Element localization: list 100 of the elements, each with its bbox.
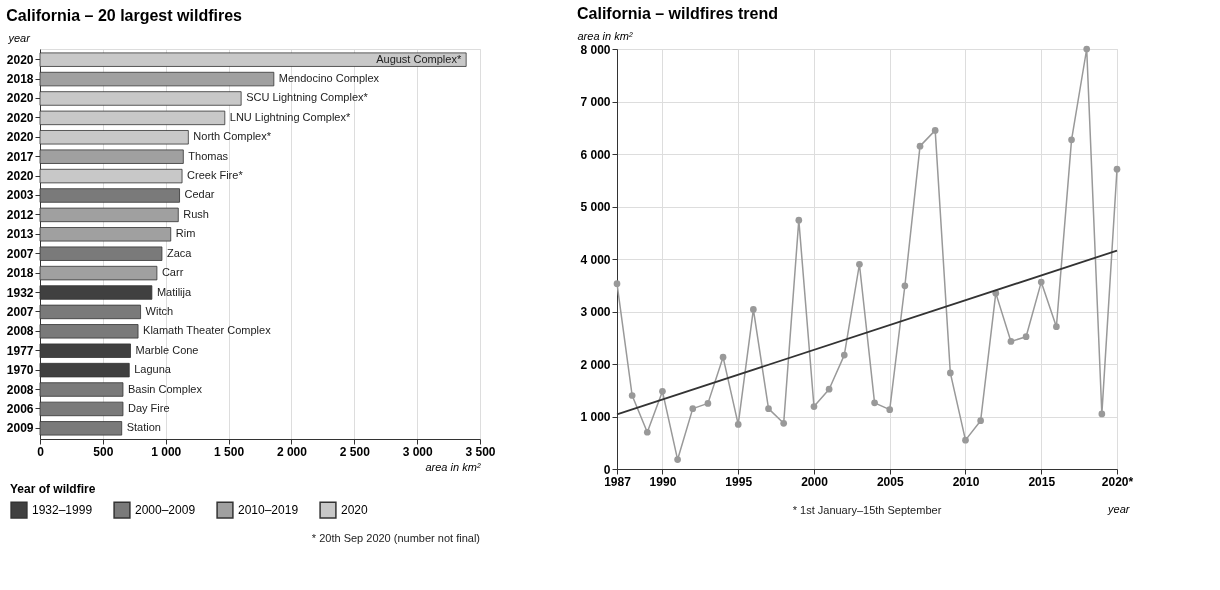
data-label: Laguna [134,363,172,376]
y-tick-label: 2018 [6,266,34,281]
legend-label: 2010–2019 [238,503,299,518]
point [1007,338,1015,345]
y-tick-label: 2012 [6,207,34,222]
data-label: Zaca [166,246,193,259]
data-label: Carr [161,266,184,279]
point [825,385,833,393]
data-label: Rim [175,227,196,240]
legend-label: 1932–1999 [32,503,93,518]
x-tick-label: 3 000 [402,444,433,459]
point [750,306,757,313]
point [1037,278,1045,286]
y-tick-label: 2007 [6,304,34,319]
x-tick-label: 500 [93,444,114,459]
x-tick-label: 0 [37,444,45,459]
x-tick-label: 2010 [952,474,980,489]
x-tick-label: 1990 [649,474,677,489]
y-tick-label: 2008 [6,382,34,397]
x-axis-title: year [1107,502,1131,515]
data-label: August Complex* [376,52,462,65]
point [674,456,681,463]
y-axis-title: year [7,31,32,44]
data-label: SCU Lightning Complex* [246,91,369,104]
point [659,387,666,395]
y-tick-label: 2017 [6,149,34,164]
x-tick-label: 2 000 [276,444,308,459]
x-tick-label: 2000 [801,474,829,489]
y-tick-label: 1970 [6,363,34,378]
y-tick-label: 3 000 [580,305,611,319]
data-label: Day Fire [127,401,170,414]
data-label: Witch [145,304,174,317]
data-label: Creek Fire* [187,169,244,182]
data-label: Thomas [188,149,229,162]
y-tick-label: 2020 [6,169,34,184]
point [628,392,636,399]
point [901,282,909,290]
y-tick-label: 2007 [6,246,34,261]
y-tick-label: 1977 [6,343,34,358]
point [931,127,939,134]
y-tick-label: 2009 [6,421,34,436]
point [1068,136,1075,144]
y-tick-label: 2020 [6,110,34,125]
data-label: Station [126,421,161,434]
point [977,417,984,425]
point [840,351,848,359]
point [689,405,697,412]
text: * 1st January–15th September [792,504,942,516]
point [916,142,924,150]
y-tick-label: 2 000 [580,357,611,372]
y-tick-label: 2003 [6,188,34,203]
x-tick-label: 2020* [1101,474,1134,489]
data-label: Cedar [184,188,215,201]
y-tick-label: 2008 [6,324,34,339]
point [795,216,803,224]
point [1053,323,1060,331]
legend-label: 2000–2009 [135,503,196,518]
data-label: Matilija [156,285,192,298]
y-tick-label: 2006 [6,401,34,416]
x-tick-label: 3 500 [465,444,496,459]
point [871,399,878,407]
y-axis-title: area in km² [577,29,633,42]
y-tick-label: 7 000 [580,95,611,109]
x-tick-label: 1 500 [214,444,245,459]
chart-title: California – wildfires trend [577,5,778,22]
point [856,260,863,268]
y-tick-label: 2013 [6,227,34,242]
x-tick-label: 2015 [1028,474,1056,489]
y-tick-label: 2020 [6,91,34,106]
y-tick-label: 8 000 [580,42,611,57]
x-tick-label: 1 000 [151,444,182,459]
y-tick-label: 1 000 [580,410,611,424]
point [962,436,969,444]
point [780,419,788,427]
point [1113,165,1121,173]
text: * 20th Sep 2020 (number not final) [311,532,480,544]
point [1083,45,1091,53]
chart-title: California – 20 largest wildfires [6,7,243,24]
point [643,428,651,436]
point [613,280,621,288]
y-tick-label: 4 000 [580,252,611,267]
data-label: Klamath Theater Complex [143,324,272,337]
data-label: LNU Lightning Complex* [229,110,351,123]
point [810,403,818,410]
y-tick-label: 2018 [6,72,34,87]
data-label: Rush [183,207,209,220]
point [946,369,954,377]
y-tick-label: 0 [603,462,611,477]
x-tick-label: 2 500 [339,444,371,459]
point [719,353,727,361]
data-label: North Complex* [193,130,272,143]
legend-title: Year of wildfire [10,482,96,496]
point [704,400,712,407]
data-label: Marble Cone [135,343,199,356]
data-label: Mendocino Complex [278,72,380,85]
legend-label: 2020 [341,503,369,518]
point [886,406,894,414]
point [1098,410,1106,418]
point [734,421,742,428]
y-tick-label: 5 000 [580,200,611,214]
